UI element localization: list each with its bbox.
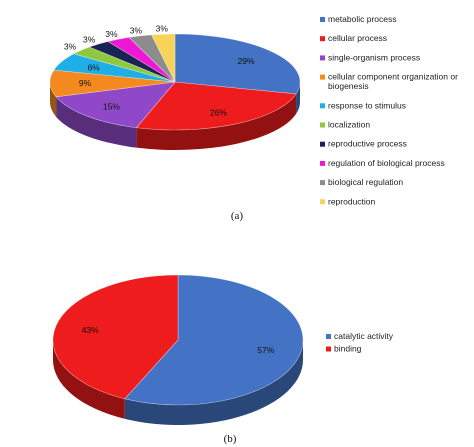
legend-swatch-response-to-stimulus <box>320 103 325 109</box>
legend-entry-biological-regulation: biological regulation <box>328 177 403 187</box>
slice-reproduction <box>151 33 176 83</box>
value-label-reproductive-process: 3% <box>83 35 96 45</box>
legend-entry-metabolic-process: metabolic process <box>328 14 397 24</box>
slice-cellular-process <box>135 81 297 131</box>
pie-chart-a: 29% 26% 15% 9% 6% 3% 3% 3% 3% 3% metabolic proces… <box>49 14 458 222</box>
legend-entry-catalytic-activity: catalytic activity <box>334 331 394 341</box>
legend-a: metabolic process cellular process single-… <box>320 14 458 206</box>
legend-swatch-cellular-component-organization-or-biogenesis <box>320 74 325 80</box>
value-label-binding: 43% <box>82 325 99 335</box>
caption-b: (b) <box>224 433 237 445</box>
value-label-cellular-process: 26% <box>210 107 227 117</box>
legend-swatch-localization <box>320 122 325 128</box>
legend-swatch-regulation-of-biological-process <box>320 160 325 166</box>
slice-catalytic-activity <box>124 274 304 406</box>
value-label-reproduction: 3% <box>156 24 169 34</box>
legend-swatch-catalytic-activity <box>326 334 331 339</box>
legend-swatch-biological-regulation <box>320 180 325 186</box>
legend-entry-binding: binding <box>334 344 362 354</box>
pie-side-walls <box>50 82 300 150</box>
value-label-single-organism-process: 15% <box>103 101 120 111</box>
legend-swatch-reproduction <box>320 199 325 205</box>
legend-swatch-binding <box>326 346 331 352</box>
value-label-localization: 3% <box>64 41 77 51</box>
legend-swatch-single-organism-process <box>320 55 325 61</box>
legend-b: catalytic activity binding <box>326 331 394 354</box>
legend-entry-cellular-component-organization-or-biogenesis: cellular component organization or biogen… <box>328 72 458 92</box>
slice-side-binding <box>53 340 125 419</box>
pie-chart-b: 57% 43% catalytic activity binding (b) <box>52 274 394 445</box>
legend-entry-localization: localization <box>328 120 370 130</box>
slice-side-cellular-process <box>136 93 297 150</box>
slice-side-metabolic-process <box>296 82 300 114</box>
legend-entry-single-organism-process: single-organism process <box>328 52 420 62</box>
slice-side-single-organism-process <box>56 96 137 148</box>
slice-metabolic-process <box>174 33 301 95</box>
legend-swatch-reproductive-process <box>320 141 325 147</box>
value-label-regulation-of-biological-process: 3% <box>105 29 118 39</box>
legend-swatch-metabolic-process <box>320 17 325 22</box>
pie-a-slices <box>49 33 301 150</box>
legend-entry-response-to-stimulus: response to stimulus <box>328 100 406 110</box>
legend-entry-regulation-of-biological-process: regulation of biological process <box>328 158 445 168</box>
pie-b-slices <box>52 274 304 425</box>
pie-side-walls <box>53 340 303 425</box>
legend-entry-cellular-process: cellular process <box>328 33 387 43</box>
slice-side-cellular-component-organization-or-biogenesis <box>50 82 57 117</box>
value-label-cellular-component-organization-or-biogenesis: 9% <box>79 78 92 88</box>
slice-binding <box>52 274 179 400</box>
legend-swatch-cellular-process <box>320 36 325 42</box>
value-label-response-to-stimulus: 6% <box>87 62 100 72</box>
value-label-biological-regulation: 3% <box>130 25 143 35</box>
caption-a: (a) <box>231 210 244 222</box>
pie-b-labels: 57% 43% <box>82 325 275 355</box>
legend-entry-reproduction: reproduction <box>328 196 376 206</box>
legend-entry-reproductive-process: reproductive process <box>328 139 407 149</box>
value-label-metabolic-process: 29% <box>238 56 255 66</box>
value-label-catalytic-activity: 57% <box>257 345 274 355</box>
slice-side-catalytic-activity <box>124 340 303 425</box>
pie-a-labels: 29% 26% 15% 9% 6% 3% 3% 3% 3% 3% <box>64 24 255 118</box>
